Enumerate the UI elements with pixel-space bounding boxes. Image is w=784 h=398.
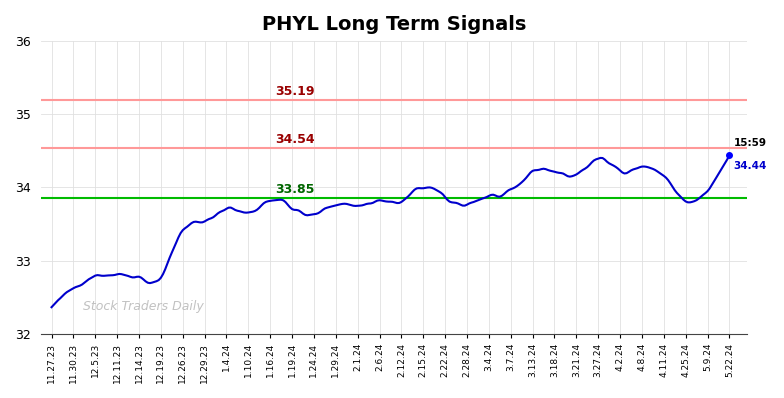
Title: PHYL Long Term Signals: PHYL Long Term Signals — [262, 15, 526, 34]
Text: 35.19: 35.19 — [275, 85, 314, 98]
Text: 34.54: 34.54 — [275, 133, 315, 146]
Text: 33.85: 33.85 — [275, 183, 314, 196]
Text: 34.44: 34.44 — [734, 161, 768, 171]
Text: Stock Traders Daily: Stock Traders Daily — [83, 300, 204, 314]
Text: 15:59: 15:59 — [734, 138, 767, 148]
